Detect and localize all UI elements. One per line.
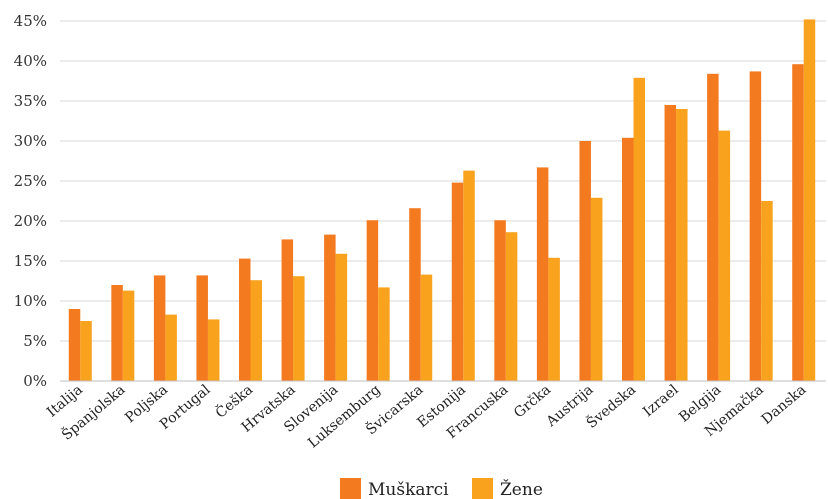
bar-zene xyxy=(803,19,816,382)
bar-muskarci xyxy=(664,105,677,381)
legend-swatch-zene xyxy=(472,478,493,499)
bar-muskarci xyxy=(707,73,719,382)
bar-muskarci xyxy=(749,71,762,382)
bar-zene xyxy=(207,319,220,381)
legend-swatch-muskarci xyxy=(340,478,361,499)
bar-muskarci xyxy=(451,182,464,381)
bar-muskarci xyxy=(281,239,294,381)
bar-zene xyxy=(293,276,305,381)
y-tick-label: 20% xyxy=(14,212,47,230)
bars xyxy=(68,19,816,382)
y-tick-label: 45% xyxy=(14,12,47,30)
bar-zene xyxy=(505,232,518,381)
bar-muskarci xyxy=(622,137,634,381)
bar-zene xyxy=(122,290,135,381)
bar-zene xyxy=(420,274,433,381)
x-tick-label: Danska xyxy=(759,382,810,428)
legend-label-zene: Žene xyxy=(500,479,543,499)
bar-zene xyxy=(676,109,688,381)
bar-muskarci xyxy=(324,234,336,381)
bar-muskarci xyxy=(196,275,208,381)
bar-muskarci xyxy=(366,220,379,381)
bar-muskarci xyxy=(536,167,549,381)
y-axis: 0% 5% 10% 15% 20% 25% 30% 35% 40% 45% xyxy=(14,12,47,390)
y-tick-label: 25% xyxy=(14,172,47,190)
bar-zene xyxy=(250,280,262,381)
y-tick-label: 15% xyxy=(14,252,47,270)
y-tick-label: 35% xyxy=(14,92,47,110)
y-tick-label: 10% xyxy=(14,292,47,310)
bar-zene xyxy=(761,201,773,381)
bar-zene xyxy=(463,170,475,381)
bar-zene xyxy=(165,314,177,381)
y-tick-label: 5% xyxy=(23,332,47,350)
x-tick-label: Izrael xyxy=(640,381,682,420)
bar-zene xyxy=(335,253,348,381)
bar-zene xyxy=(590,197,603,381)
bar-muskarci xyxy=(409,208,421,381)
y-tick-label: 40% xyxy=(14,52,47,70)
bar-zene xyxy=(633,77,645,382)
legend: Muškarci Žene xyxy=(340,478,543,499)
legend-label-muskarci: Muškarci xyxy=(368,480,449,499)
bar-muskarci xyxy=(153,275,166,381)
bar-muskarci xyxy=(239,258,251,381)
grid-lines xyxy=(60,20,826,342)
bar-muskarci xyxy=(494,220,506,381)
bar-zene xyxy=(80,321,92,381)
bar-zene xyxy=(718,130,731,381)
y-tick-label: 30% xyxy=(14,132,47,150)
bar-muskarci xyxy=(68,309,81,381)
bar-muskarci xyxy=(111,285,123,381)
bar-muskarci xyxy=(579,141,591,381)
y-tick-label: 0% xyxy=(23,372,47,390)
x-tick-label: Luksemburg xyxy=(305,382,384,452)
bar-zene xyxy=(378,287,390,381)
bar-zene xyxy=(548,257,560,381)
bar-muskarci xyxy=(792,64,804,381)
